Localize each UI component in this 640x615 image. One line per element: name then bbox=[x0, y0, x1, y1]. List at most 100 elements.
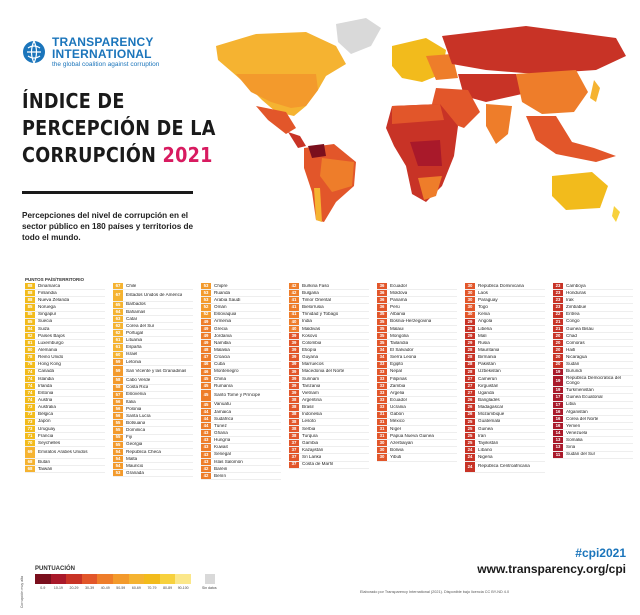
website-link[interactable]: www.transparency.org/cpi bbox=[477, 562, 626, 576]
country-name: Turquía bbox=[302, 433, 318, 438]
country-name: Chad bbox=[566, 333, 577, 338]
country-name: Malaui bbox=[390, 326, 404, 331]
country-name: Gambia bbox=[302, 440, 319, 445]
score-cell: 53 bbox=[201, 283, 211, 290]
table-column-7: 23 Camboya 23 Honduras 23 Irak 23 Zimbabue 22 Eri… bbox=[553, 283, 633, 459]
table-row: 43 Kuwait bbox=[201, 444, 281, 452]
country-name: Portugal bbox=[126, 330, 144, 335]
score-cell: 35 bbox=[377, 325, 387, 332]
country-name: Malí bbox=[478, 333, 487, 338]
score-cell: 42 bbox=[289, 290, 299, 297]
table-row: 67 Estados Unidos de América bbox=[113, 290, 193, 302]
org-name-line2: INTERNATIONAL bbox=[52, 47, 152, 61]
table-row: 43 Ghana bbox=[201, 430, 281, 438]
score-cell: 68 bbox=[25, 458, 35, 465]
table-row: 33 Filipinas bbox=[377, 375, 457, 383]
table-row: 43 Senegal bbox=[201, 451, 281, 459]
table-row: 39 Marruecos bbox=[289, 361, 369, 369]
table-row: 29 Angola bbox=[465, 318, 545, 326]
score-cell: 70 bbox=[25, 440, 35, 447]
table-row: 16 Yemen bbox=[553, 423, 633, 431]
table-row: 20 Comoras bbox=[553, 340, 633, 348]
score-cell: 30 bbox=[465, 297, 475, 304]
country-name: Azerbaiyán bbox=[390, 440, 413, 445]
table-row: 74 Irlanda bbox=[25, 382, 105, 391]
score-cell: 49 bbox=[201, 325, 211, 332]
country-name: Croacia bbox=[214, 355, 230, 360]
score-cell: 73 bbox=[25, 418, 35, 425]
score-cell: 24 bbox=[465, 447, 475, 454]
country-name: Túnez bbox=[214, 423, 227, 428]
table-row: 81 Luxemburgo bbox=[25, 340, 105, 348]
country-name: Irán bbox=[478, 433, 486, 438]
country-name: Arabia Saudí bbox=[214, 298, 241, 303]
country-name: Japón bbox=[38, 419, 51, 424]
score-cell: 43 bbox=[201, 437, 211, 444]
country-name: Pakistán bbox=[478, 362, 496, 367]
country-name: Mongolia bbox=[390, 333, 409, 338]
score-cell: 61 bbox=[113, 337, 123, 344]
score-cell: 23 bbox=[553, 304, 563, 311]
table-row: 37 Gambia bbox=[289, 440, 369, 448]
legend-swatch bbox=[81, 574, 98, 584]
score-cell: 33 bbox=[377, 390, 387, 397]
country-name: Gabón bbox=[390, 412, 404, 417]
table-row: 69 Emiratos Árabes Unidos bbox=[25, 447, 105, 459]
table-row: 39 Surinam bbox=[289, 375, 369, 383]
table-row: 25 Guinea bbox=[465, 425, 545, 433]
score-cell: 49 bbox=[201, 332, 211, 340]
score-cell: 73 bbox=[25, 411, 35, 418]
country-name: Jamaica bbox=[214, 409, 232, 414]
table-column-4: 42 Burkina Faso 42 Bulgaria 41 Timor Oriental… bbox=[289, 283, 369, 469]
country-name: Canadá bbox=[38, 369, 55, 374]
table-row: 39 Kosovo bbox=[289, 332, 369, 341]
map-australia bbox=[552, 172, 608, 210]
score-cell: 20 bbox=[553, 354, 563, 361]
score-cell: 33 bbox=[377, 375, 387, 382]
score-cell: 69 bbox=[25, 447, 35, 458]
table-row: 73 Japón bbox=[25, 418, 105, 426]
score-cell: 19 bbox=[553, 375, 563, 387]
table-row: 68 Bután bbox=[25, 458, 105, 466]
map-japan bbox=[590, 80, 600, 102]
table-row: 55 Georgia bbox=[113, 441, 193, 449]
country-name: Sudán del Sur bbox=[566, 452, 596, 457]
table-row: 29 Rusia bbox=[465, 340, 545, 348]
map-usa bbox=[236, 74, 318, 108]
score-cell: 88 bbox=[25, 290, 35, 297]
table-row: 54 Mauricio bbox=[113, 463, 193, 471]
legend-side-label: Corrupción muy alta bbox=[20, 576, 24, 609]
country-name: Libia bbox=[566, 402, 576, 407]
score-cell: 34 bbox=[377, 347, 387, 354]
country-name: Letonia bbox=[126, 359, 142, 364]
score-cell: 38 bbox=[289, 411, 299, 418]
table-row: 38 Indonesia bbox=[289, 411, 369, 419]
score-cell: 36 bbox=[377, 297, 387, 304]
table-row: 30 Paraguay bbox=[465, 297, 545, 305]
country-name: Guinea Ecuatorial bbox=[566, 395, 603, 400]
table-row: 28 Mauritania bbox=[465, 347, 545, 355]
country-name: Bangladés bbox=[478, 398, 500, 403]
table-row: 33 Ecuador bbox=[377, 397, 457, 405]
score-cell: 68 bbox=[25, 465, 35, 473]
table-row: 36 Moldova bbox=[377, 290, 457, 298]
score-cell: 53 bbox=[201, 297, 211, 304]
score-cell: 46 bbox=[201, 368, 211, 375]
country-name: República Democrática del Congo bbox=[566, 376, 621, 386]
country-name: Islas Salomón bbox=[214, 459, 243, 464]
table-row: 21 Congo bbox=[553, 318, 633, 326]
table-row: 42 Benín bbox=[201, 473, 281, 481]
country-name: Cuba bbox=[214, 362, 225, 367]
map-india bbox=[486, 104, 512, 144]
score-cell: 26 bbox=[465, 404, 475, 411]
table-row: 33 Egipto bbox=[377, 361, 457, 369]
country-name: Egipto bbox=[390, 362, 404, 367]
table-row: 39 Tanzania bbox=[289, 382, 369, 391]
score-cell: 43 bbox=[201, 451, 211, 458]
country-name: Grecia bbox=[214, 326, 228, 331]
table-row: 38 Argentina bbox=[289, 397, 369, 405]
country-name: Uruguay bbox=[38, 426, 56, 431]
country-name: Dinamarca bbox=[38, 283, 61, 288]
table-row: 55 Botsuana bbox=[113, 420, 193, 428]
table-row: 23 Camboya bbox=[553, 283, 633, 291]
